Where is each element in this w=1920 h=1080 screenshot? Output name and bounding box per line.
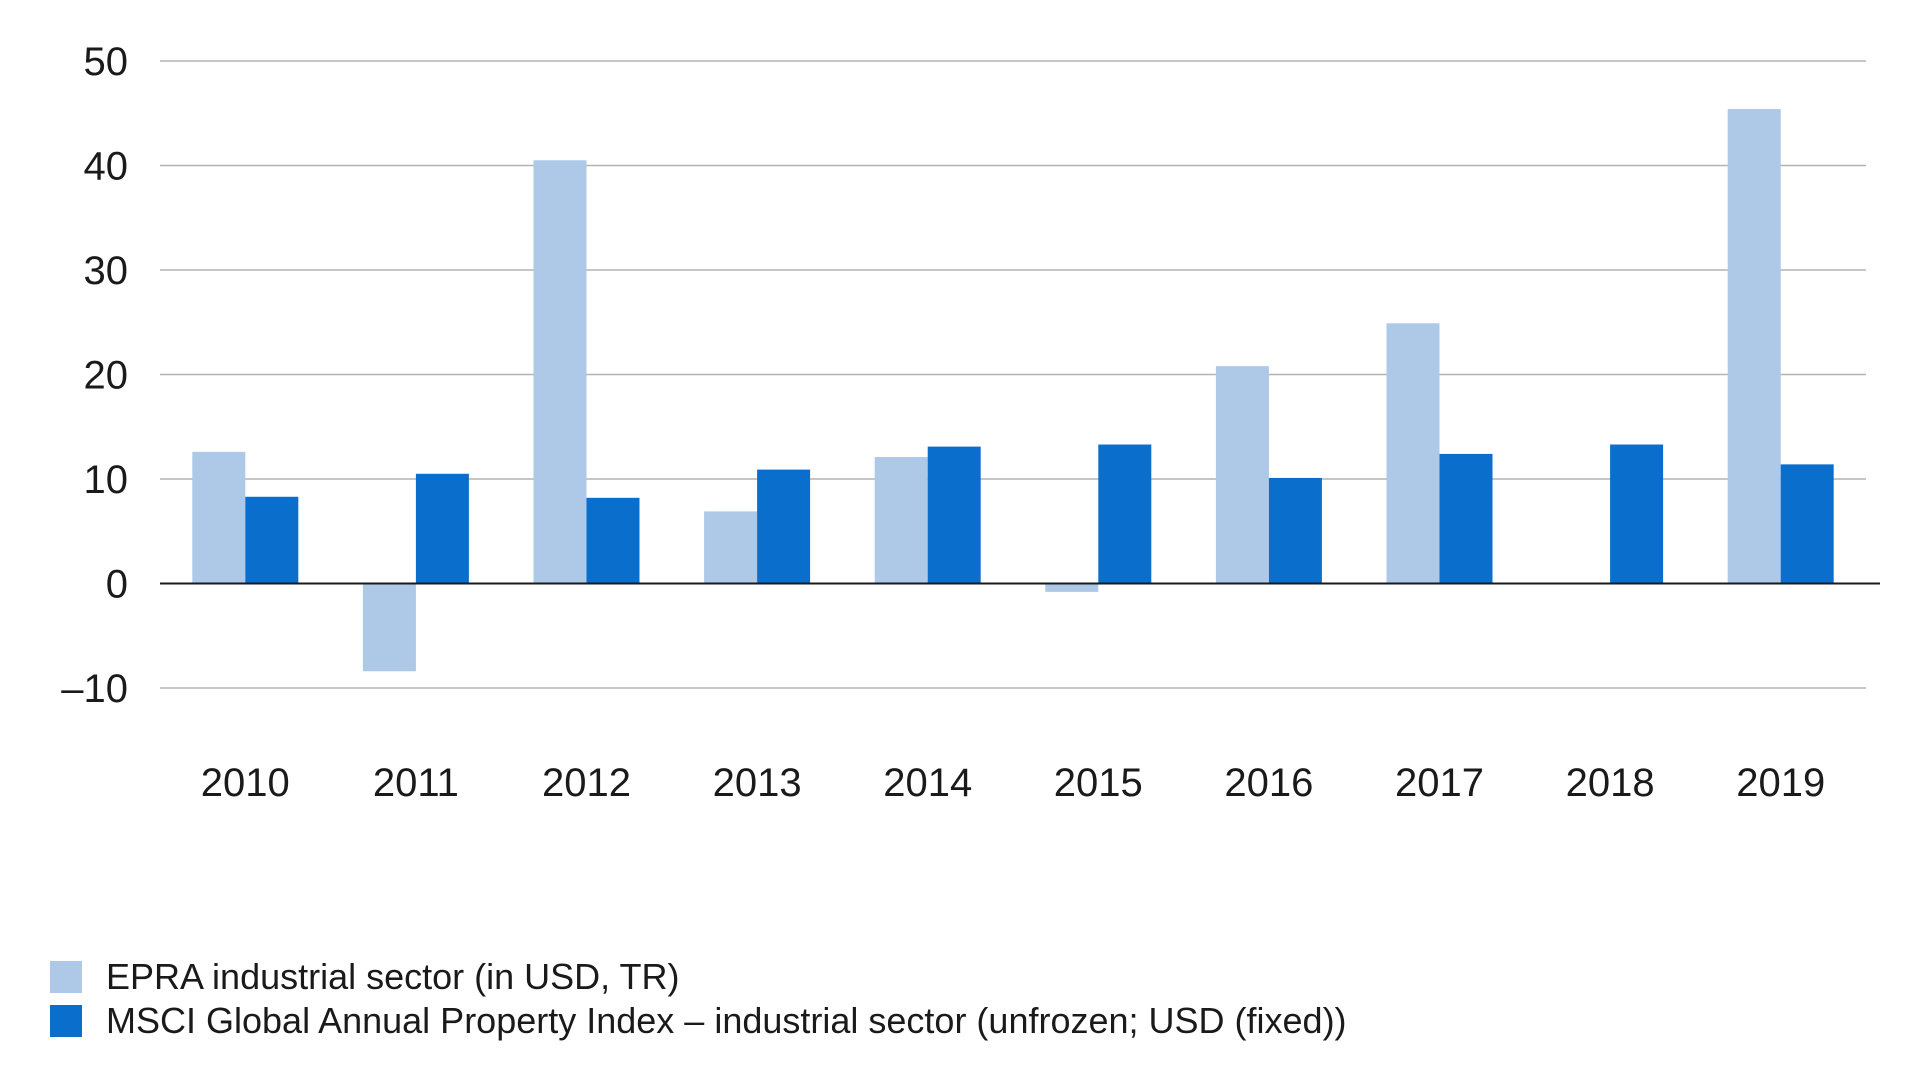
y-tick-label: 0 xyxy=(106,563,128,607)
bar-msci-2014 xyxy=(927,446,981,584)
y-tick-label: 50 xyxy=(84,40,129,84)
y-tick-label: 40 xyxy=(84,145,129,189)
x-tick-label: 2017 xyxy=(1395,761,1484,805)
bars xyxy=(192,109,1834,672)
x-tick-label: 2016 xyxy=(1224,761,1313,805)
x-tick-label: 2014 xyxy=(883,761,972,805)
bar-msci-2017 xyxy=(1439,453,1493,584)
bar-epra-2012 xyxy=(533,160,587,584)
legend-item-epra: EPRA industrial sector (in USD, TR) xyxy=(50,955,1347,999)
y-tick-label: –10 xyxy=(61,667,128,711)
y-tick-label: 30 xyxy=(84,249,129,293)
bar-epra-2013 xyxy=(704,511,758,584)
x-tick-label: 2012 xyxy=(542,761,631,805)
x-tick-label: 2018 xyxy=(1566,761,1655,805)
bar-epra-2017 xyxy=(1386,323,1440,584)
bar-msci-2019 xyxy=(1780,464,1834,584)
bar-msci-2013 xyxy=(757,469,811,584)
x-axis-tick-labels: 2010 2011 2012 2013 2014 2015 2016 2017 2018 2019 xyxy=(201,761,1825,805)
x-tick-label: 2011 xyxy=(373,761,459,805)
bar-epra-2019 xyxy=(1727,109,1781,584)
bar-msci-2011 xyxy=(415,473,469,584)
bar-msci-2012 xyxy=(586,497,640,584)
y-tick-label: 20 xyxy=(84,354,129,398)
bar-epra-2010 xyxy=(192,451,246,584)
legend-swatch-msci xyxy=(50,1005,82,1037)
bar-msci-2015 xyxy=(1098,444,1152,584)
y-axis-tick-labels: 50 40 30 20 10 0 –10 xyxy=(61,40,128,711)
bar-epra-2016 xyxy=(1215,366,1269,584)
legend-item-msci: MSCI Global Annual Property Index – indu… xyxy=(50,999,1347,1043)
x-tick-label: 2010 xyxy=(201,761,290,805)
bar-msci-2016 xyxy=(1268,477,1322,584)
x-tick-label: 2013 xyxy=(713,761,802,805)
legend-label-epra: EPRA industrial sector (in USD, TR) xyxy=(106,956,680,997)
bar-msci-2018 xyxy=(1610,444,1664,584)
bar-msci-2010 xyxy=(245,496,299,584)
bar-epra-2015 xyxy=(1045,583,1099,592)
y-tick-label: 10 xyxy=(84,458,129,502)
bar-epra-2014 xyxy=(874,457,928,584)
legend: EPRA industrial sector (in USD, TR) MSCI… xyxy=(50,955,1347,1043)
bar-epra-2011 xyxy=(362,583,416,672)
legend-swatch-epra xyxy=(50,961,82,993)
x-tick-label: 2019 xyxy=(1736,761,1825,805)
x-tick-label: 2015 xyxy=(1054,761,1143,805)
legend-label-msci: MSCI Global Annual Property Index – indu… xyxy=(106,1000,1347,1041)
